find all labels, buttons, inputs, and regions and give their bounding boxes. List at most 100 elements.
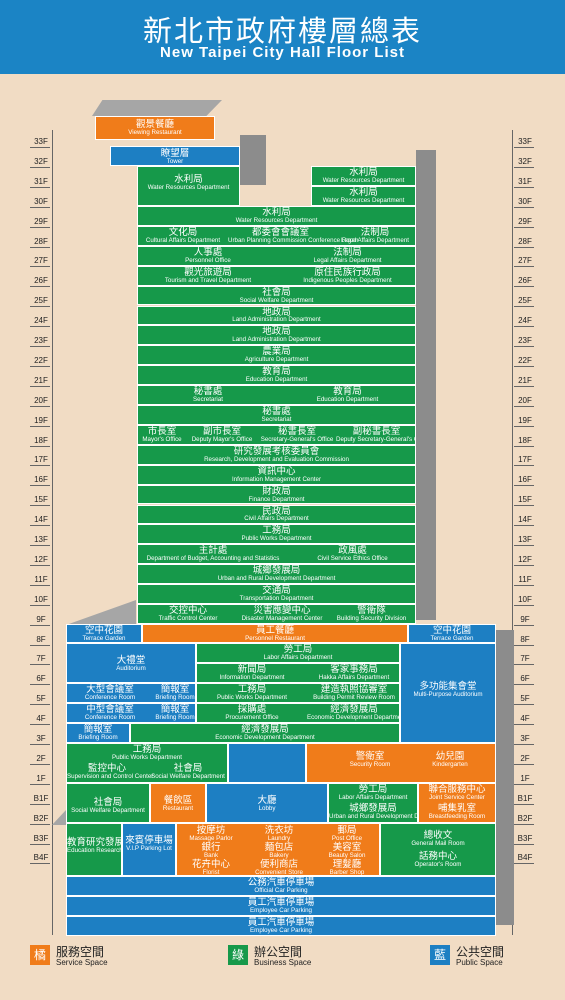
room-label: 聯合服務中心 Joint Service Center <box>419 785 495 801</box>
floor-tick <box>30 226 50 228</box>
room-label: 秘書處 Secretariat <box>138 387 278 403</box>
room-label: 社會局 Social Welfare Department <box>138 287 415 304</box>
room-name-en: Bank <box>203 851 219 859</box>
floor-label: 10F <box>518 594 532 604</box>
room-name-en: Florist <box>202 868 220 876</box>
room-name: 原住民族行政局 <box>314 266 381 278</box>
room-name-en: Information Department <box>219 673 285 681</box>
room-name: 市長室 <box>147 425 177 437</box>
floor-tick <box>514 584 534 586</box>
header-banner: 新北市政府樓層總表 New Taipei City Hall Floor Lis… <box>0 0 565 74</box>
room-name: 員工餐廳 <box>255 625 294 636</box>
room-name: 幼兒園 <box>435 751 465 762</box>
page-subtitle: New Taipei City Hall Floor List <box>160 44 405 61</box>
floor-label: 6F <box>520 674 530 684</box>
floor-tick <box>514 664 534 666</box>
floor-tick <box>30 525 50 527</box>
room-name-en: Barber Shop <box>329 868 365 876</box>
floor-tick <box>514 166 534 168</box>
floor-20f: 秘書處 Secretariat 教育局 Education Department <box>137 385 416 405</box>
room-name: 地政局 <box>262 306 291 318</box>
room-name: 教育研究發展科 <box>67 837 121 848</box>
room-viewing-restaurant: 觀景餐廳 Viewing Restaurant <box>95 116 215 140</box>
room-name: 總收文 <box>423 830 453 841</box>
floor-label: B1F <box>517 793 533 803</box>
room-label: 總收文 General Mail Room <box>381 831 495 847</box>
room-name: 員工汽車停車場 <box>247 897 315 908</box>
room-label: 人事處 Personnel Office <box>138 247 278 264</box>
floor-tick <box>30 286 50 288</box>
room-name: 聯合服務中心 <box>428 784 486 795</box>
floor-5f-rooms: 大型會議室 Conference Room 簡報室 Briefing Room <box>66 683 196 703</box>
floor-tick <box>30 166 50 168</box>
room-label: 勞工局 Labor Affairs Department <box>197 645 399 661</box>
room-name: 按摩坊 <box>196 825 226 836</box>
floor-label: 15F <box>518 495 532 505</box>
floor-label: 8F <box>36 634 46 644</box>
room-name: 新聞局 <box>237 664 267 675</box>
floor-tick <box>514 266 534 268</box>
floor-label: 22F <box>34 355 48 365</box>
room-name: 資訊中心 <box>257 465 296 477</box>
floor-label: 2F <box>36 753 46 763</box>
floor-tick <box>30 545 50 546</box>
floor-tick <box>30 326 50 328</box>
floor-18f: 市長室 Mayor's Office 副市長室 Deputy Mayor's Offi… <box>137 424 416 445</box>
room-name-en: Urban Planning Commission Conference Roo… <box>228 236 359 244</box>
room-name-en: Water Resources Department <box>147 183 230 191</box>
room-name-en: V.I.P Parking Lot <box>126 844 172 852</box>
floor-tick <box>514 306 534 308</box>
room-label: 農業局 Agriculture Department <box>138 347 415 363</box>
room-name-en: Cultural Affairs Department <box>145 236 221 244</box>
floor-label: 28F <box>518 236 532 246</box>
floor-label: 7F <box>520 654 530 664</box>
room-name: 銀行 <box>201 842 221 853</box>
floor-label: 29F <box>518 216 532 226</box>
floor-label: 14F <box>518 515 532 525</box>
room-name: 理髮廳 <box>332 859 362 870</box>
room-name-en: General Mail Room <box>411 839 465 847</box>
room-name-en: Employee Car Parking <box>250 926 312 934</box>
room-name: 建造執照協審室 <box>320 684 388 695</box>
room-name-en: Land Administration Department <box>232 316 321 324</box>
floor-tick <box>514 147 534 148</box>
legend-swatch-public: 藍 <box>430 945 450 965</box>
room-name: 工務局 <box>237 684 267 695</box>
room-name: 空中花園 <box>432 625 471 636</box>
room-name-en: Conference Room <box>84 693 136 701</box>
room-name: 法制局 <box>360 226 390 238</box>
floor-label: 28F <box>34 236 48 246</box>
floor-label: 17F <box>34 455 48 465</box>
room-label: 簡報室 Briefing Room <box>153 705 195 721</box>
room-name-en: Education Department <box>316 396 379 404</box>
floor-label: 4F <box>36 714 46 724</box>
room-name-en: Supervision and Control Center <box>67 772 154 780</box>
legend-label-service-en: Service Space <box>56 958 108 967</box>
floor-label: 33F <box>518 137 532 146</box>
roof-top <box>92 100 222 116</box>
room-label: 工務局 Public Works Department <box>138 526 415 542</box>
room-name: 工務局 <box>132 744 162 755</box>
room-name-en: Social Welfare Department <box>239 296 314 304</box>
floor-tick <box>514 525 534 527</box>
room-name: 城鄉發展局 <box>252 565 301 577</box>
legend-label-public-en: Public Space <box>456 958 503 967</box>
room-f31-water-right: 水利局 Water Resources Department <box>311 166 416 186</box>
floor-label: 26F <box>34 276 48 286</box>
room-name-en: Social Welfare Department <box>151 772 225 780</box>
room-name-en: Restaurant <box>162 804 194 812</box>
room-label: 經濟發展局 Economic Development Department <box>131 725 399 741</box>
room-name-en: Public Works Department <box>111 753 183 761</box>
room-f29-water: 水利局 Water Resources Department <box>137 206 416 226</box>
floor-tick <box>514 186 534 188</box>
floor-tick <box>30 684 50 686</box>
floor-label: 10F <box>34 594 48 604</box>
room-label: 教育研究發展科Education Research and Developmen… <box>67 838 121 854</box>
room-f22-agri: 農業局 Agriculture Department <box>137 345 416 366</box>
room-name-en: Department of Budget, Accounting and Sta… <box>146 555 280 563</box>
room-name-en: Terrace Garden <box>430 634 474 642</box>
room-label: 秘書處 Secretariat <box>138 407 415 423</box>
floor-tick <box>30 624 50 626</box>
floor-tick <box>514 505 534 507</box>
